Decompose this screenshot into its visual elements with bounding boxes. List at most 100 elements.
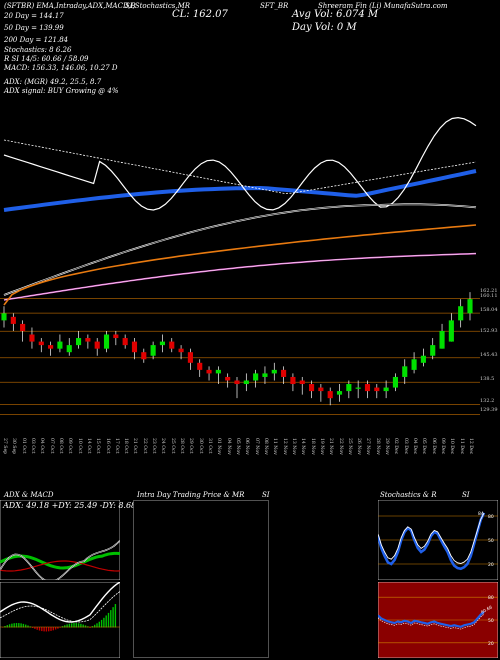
- macd-histogram-bar: [43, 627, 45, 632]
- macd-histogram-bar: [27, 625, 29, 628]
- price-level-label: 138.5: [480, 376, 495, 382]
- ema100-line-inner: [3, 253, 477, 301]
- candle-body: [38, 341, 44, 346]
- candle-body: [281, 369, 287, 377]
- date-tick-label: 25 Nov: [346, 438, 352, 455]
- date-tick-label: 04 Oct: [39, 438, 45, 454]
- candle-body: [10, 316, 16, 324]
- macd-histogram-bar: [98, 621, 100, 628]
- macd-histogram-bar: [45, 627, 48, 632]
- candle-body: [402, 366, 408, 377]
- date-tick-label: 21 Nov: [328, 438, 334, 455]
- macd-histogram-bar: [96, 623, 98, 628]
- date-tick-label: 27 Nov: [365, 438, 371, 455]
- date-tick-label: 19 Nov: [318, 438, 324, 455]
- macd-histogram-bar: [105, 615, 107, 628]
- date-tick-label: 30 Oct: [197, 438, 203, 454]
- price-level-label: 145.43: [480, 352, 498, 358]
- candle-body: [234, 380, 240, 385]
- ema100-line: [3, 252, 477, 301]
- date-tick-label: 22 Oct: [141, 438, 147, 454]
- macd-histogram-bar: [25, 624, 27, 628]
- candle-body: [113, 334, 119, 339]
- date-tick-label: 06 Dec: [430, 438, 436, 455]
- macd-histogram-bar: [77, 623, 80, 628]
- date-tick-label: 26 Nov: [356, 438, 362, 455]
- price-level-label: 162.21: [480, 288, 498, 294]
- candle-body: [29, 334, 35, 342]
- date-tick-label: 08 Nov: [262, 438, 268, 455]
- macd-histogram-bar: [73, 623, 75, 628]
- header-line-left: (SFTBR) EMA,Intraday,ADX,MACD,B: [4, 2, 136, 10]
- macd-histogram-bar: [114, 604, 117, 628]
- date-tick-label: 14 Oct: [85, 438, 91, 454]
- candle-body: [430, 345, 436, 356]
- date-tick-label: 03 Dec: [402, 438, 408, 455]
- rsi-tick-label: 20: [488, 641, 494, 647]
- candle-body: [327, 391, 333, 399]
- price-level-label: 152.93: [480, 328, 498, 334]
- ema50-line: [3, 203, 477, 296]
- header-line-right: Shreeram Fin (Li) MunafaSutra.com: [318, 2, 448, 10]
- ema-short-line: [3, 139, 477, 194]
- candle-body: [85, 338, 91, 342]
- ema20-line: [3, 169, 477, 212]
- rsi-tick-label: 80: [488, 595, 494, 601]
- candle-body: [290, 376, 296, 385]
- candle-body: [122, 338, 128, 346]
- candle-body: [458, 306, 464, 321]
- macd-histogram-bar: [34, 627, 36, 629]
- rsi-line: [378, 611, 485, 628]
- candle-body: [131, 341, 138, 353]
- candle-body: [169, 341, 175, 349]
- date-tick-label: 07 Oct: [48, 438, 54, 454]
- date-tick-label: 16 Oct: [104, 438, 110, 454]
- date-tick-label: 17 Oct: [113, 438, 119, 454]
- macd-histogram-bar: [64, 625, 66, 628]
- date-tick-label: 12 Nov: [281, 438, 287, 455]
- date-tick-label: 09 Oct: [67, 438, 73, 454]
- stochastics-panel: 80 50 20 84: [378, 500, 498, 580]
- price-line: [3, 116, 477, 211]
- macd-panel: [0, 582, 120, 658]
- date-tick-label: 05 Nov: [235, 438, 240, 455]
- candle-body: [355, 387, 361, 389]
- intraday-title: Intra Day Trading Price & MR: [137, 491, 245, 499]
- candle-body: [420, 355, 426, 363]
- date-tick-label: 07 Nov: [253, 438, 259, 455]
- adx-values-readout: ADX: 49.18 +DY: 25.49 -DY: 8.68: [3, 501, 137, 510]
- stoch-tick-label: 20: [488, 562, 494, 568]
- candle-body: [1, 313, 7, 321]
- stoch-value-marker: 84: [478, 511, 484, 517]
- macd-histogram-bar: [107, 612, 110, 628]
- date-tick-label: 23 Oct: [151, 438, 157, 454]
- date-tick-label: 30 Sep: [11, 438, 17, 455]
- macd-histogram-bar: [89, 627, 91, 628]
- candle-body: [336, 391, 343, 395]
- price-level-label: 160.11: [480, 293, 498, 299]
- date-tick-label: 10 Oct: [76, 438, 82, 454]
- date-tick-label: 08 Oct: [57, 438, 63, 454]
- intraday-title-suffix: SI: [262, 491, 270, 499]
- adx-line-inner: [0, 540, 120, 580]
- macd-histogram-bar: [22, 623, 25, 628]
- macd-histogram-bar: [8, 624, 11, 628]
- stoch-tick-label: 50: [488, 538, 494, 544]
- date-tick-label: 01 Oct: [20, 438, 26, 454]
- date-tick-label: 10 Dec: [449, 438, 455, 455]
- candle-body: [215, 369, 221, 374]
- date-tick-label: 28 Oct: [179, 438, 185, 454]
- macd-histogram-bar: [52, 627, 54, 631]
- candle-body: [364, 384, 371, 392]
- candle-body: [225, 376, 231, 381]
- date-tick-label: 04 Nov: [225, 438, 231, 455]
- macd-histogram-bar: [66, 624, 68, 628]
- macd-histogram-bar: [59, 627, 61, 628]
- macd-histogram-bar: [13, 623, 15, 628]
- macd-histogram-bar: [94, 624, 96, 628]
- macd-histogram-bar: [82, 624, 84, 628]
- date-tick-label: 12 Dec: [468, 438, 473, 455]
- candle-body: [271, 369, 277, 374]
- candle-body: [411, 359, 417, 370]
- candle-body: [206, 369, 212, 374]
